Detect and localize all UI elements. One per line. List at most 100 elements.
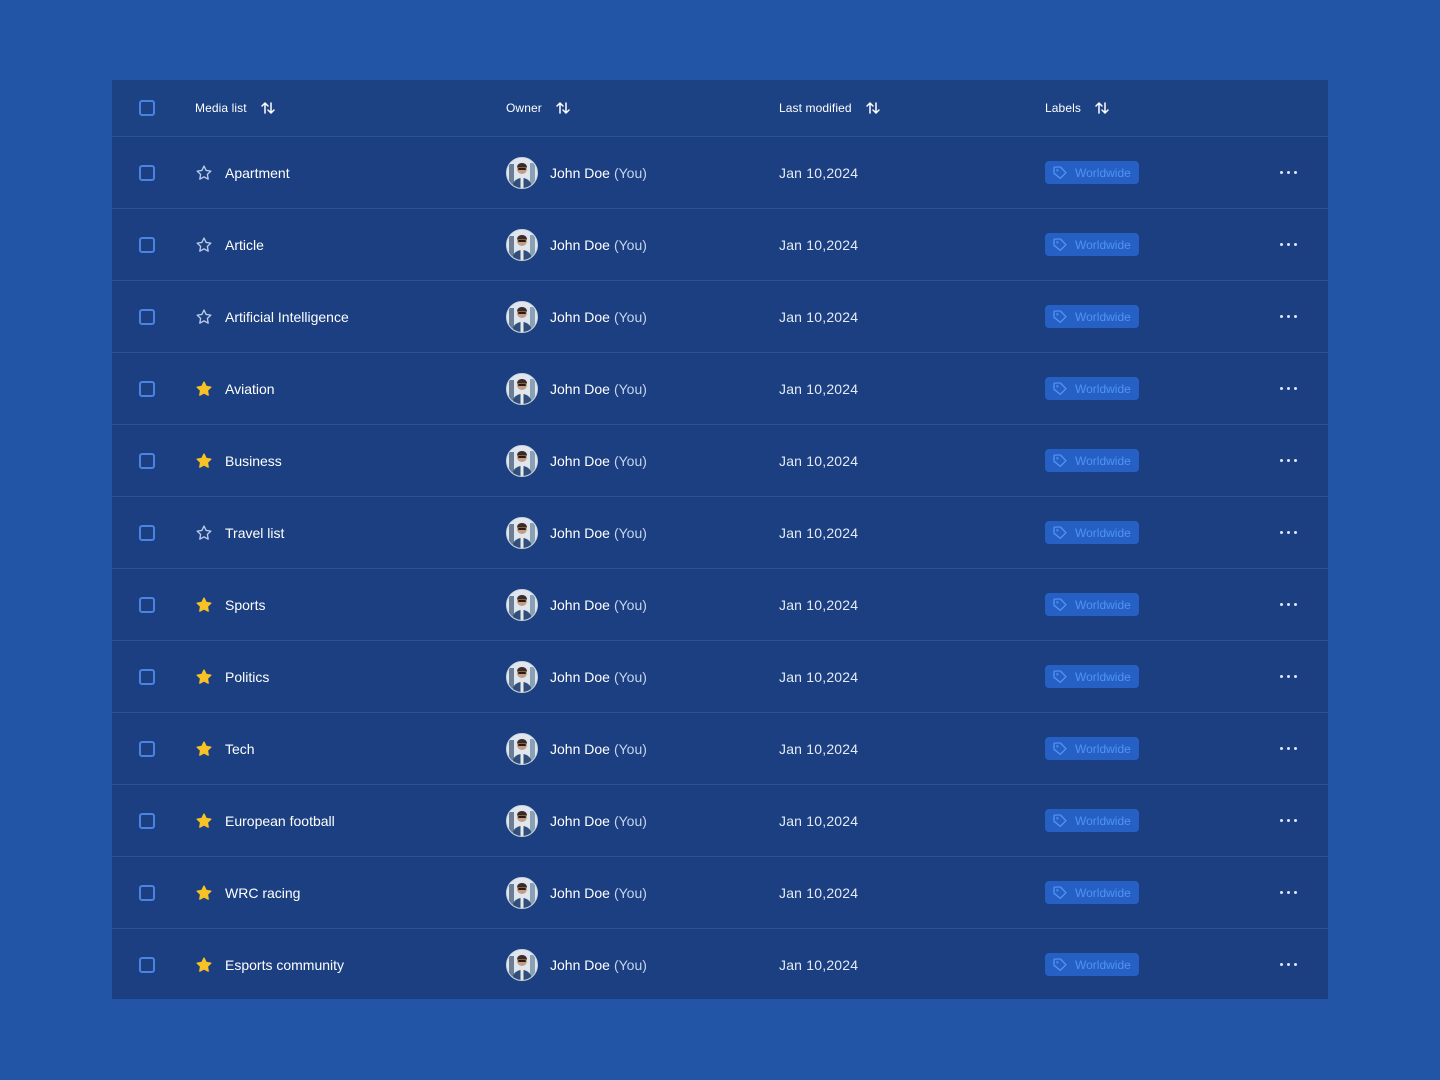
star-icon[interactable] bbox=[195, 740, 213, 758]
media-name[interactable]: Artificial Intelligence bbox=[225, 308, 349, 325]
more-options-icon[interactable] bbox=[1274, 669, 1303, 684]
sort-icon[interactable] bbox=[1094, 100, 1110, 116]
label-badge[interactable]: Worldwide bbox=[1045, 377, 1139, 400]
label-badge[interactable]: Worldwide bbox=[1045, 521, 1139, 544]
more-options-icon[interactable] bbox=[1274, 165, 1303, 180]
label-text: Worldwide bbox=[1075, 309, 1131, 324]
avatar bbox=[506, 228, 538, 261]
table-row[interactable]: Business John Doe (You) Jan 10,2024 bbox=[112, 424, 1328, 496]
column-labels[interactable]: Labels bbox=[1045, 80, 1110, 136]
label-text: Worldwide bbox=[1075, 237, 1131, 252]
label-badge[interactable]: Worldwide bbox=[1045, 233, 1139, 256]
row-checkbox[interactable] bbox=[139, 740, 155, 757]
label-badge[interactable]: Worldwide bbox=[1045, 953, 1139, 976]
label-badge[interactable]: Worldwide bbox=[1045, 161, 1139, 184]
avatar bbox=[506, 372, 538, 405]
table-row[interactable]: European football John Doe (You) Jan 10,2… bbox=[112, 784, 1328, 856]
more-options-icon[interactable] bbox=[1274, 237, 1303, 252]
media-name[interactable]: Sports bbox=[225, 596, 266, 613]
table-header: Media list Owner Last modified Labels bbox=[112, 80, 1328, 136]
media-name[interactable]: Aviation bbox=[225, 380, 275, 397]
star-icon[interactable] bbox=[195, 524, 213, 542]
column-media-list[interactable]: Media list bbox=[195, 80, 276, 136]
media-name[interactable]: Politics bbox=[225, 668, 270, 685]
media-name[interactable]: Esports community bbox=[225, 956, 345, 973]
more-options-icon[interactable] bbox=[1274, 309, 1303, 324]
more-options-icon[interactable] bbox=[1274, 381, 1303, 396]
table-row[interactable]: Aviation John Doe (You) Jan 10,2024 bbox=[112, 352, 1328, 424]
media-name[interactable]: Business bbox=[225, 452, 282, 469]
avatar bbox=[506, 516, 538, 549]
row-checkbox[interactable] bbox=[139, 236, 155, 253]
more-options-icon[interactable] bbox=[1274, 741, 1303, 756]
avatar bbox=[506, 156, 538, 189]
row-checkbox[interactable] bbox=[139, 668, 155, 685]
more-options-icon[interactable] bbox=[1274, 813, 1303, 828]
table-row[interactable]: Travel list John Doe (You) Jan 10,2024 bbox=[112, 496, 1328, 568]
column-owner[interactable]: Owner bbox=[506, 80, 571, 136]
media-name[interactable]: WRC racing bbox=[225, 884, 301, 901]
label-badge[interactable]: Worldwide bbox=[1045, 305, 1139, 328]
label-text: Worldwide bbox=[1075, 165, 1131, 180]
row-checkbox[interactable] bbox=[139, 884, 155, 901]
more-options-icon[interactable] bbox=[1274, 885, 1303, 900]
star-icon[interactable] bbox=[195, 236, 213, 254]
media-name[interactable]: Tech bbox=[225, 740, 255, 757]
label-text: Worldwide bbox=[1075, 885, 1131, 900]
tag-icon bbox=[1052, 453, 1068, 469]
star-icon[interactable] bbox=[195, 452, 213, 470]
row-checkbox[interactable] bbox=[139, 164, 155, 181]
owner-name: John Doe (You) bbox=[550, 956, 647, 973]
tag-icon bbox=[1052, 597, 1068, 613]
star-icon[interactable] bbox=[195, 596, 213, 614]
owner-name: John Doe (You) bbox=[550, 596, 647, 613]
label-badge[interactable]: Worldwide bbox=[1045, 881, 1139, 904]
label-badge[interactable]: Worldwide bbox=[1045, 449, 1139, 472]
label-badge[interactable]: Worldwide bbox=[1045, 593, 1139, 616]
row-checkbox[interactable] bbox=[139, 596, 155, 613]
table-row[interactable]: WRC racing John Doe (You) Jan 10,2024 bbox=[112, 856, 1328, 928]
media-name[interactable]: Article bbox=[225, 236, 264, 253]
label-badge[interactable]: Worldwide bbox=[1045, 665, 1139, 688]
more-options-icon[interactable] bbox=[1274, 957, 1303, 972]
more-options-icon[interactable] bbox=[1274, 525, 1303, 540]
star-icon[interactable] bbox=[195, 308, 213, 326]
last-modified-date: Jan 10,2024 bbox=[779, 380, 859, 397]
star-icon[interactable] bbox=[195, 668, 213, 686]
table-row[interactable]: Article John Doe (You) Jan 10,2024 bbox=[112, 208, 1328, 280]
label-badge[interactable]: Worldwide bbox=[1045, 737, 1139, 760]
column-last-modified[interactable]: Last modified bbox=[779, 80, 881, 136]
table-row[interactable]: Esports community John Doe (You) Jan 10,2… bbox=[112, 928, 1328, 1000]
star-icon[interactable] bbox=[195, 812, 213, 830]
table-row[interactable]: Artificial Intelligence John Doe (You) Ja… bbox=[112, 280, 1328, 352]
more-options-icon[interactable] bbox=[1274, 597, 1303, 612]
sort-icon[interactable] bbox=[260, 100, 276, 116]
last-modified-date: Jan 10,2024 bbox=[779, 524, 859, 541]
tag-icon bbox=[1052, 381, 1068, 397]
sort-icon[interactable] bbox=[555, 100, 571, 116]
star-icon[interactable] bbox=[195, 884, 213, 902]
row-checkbox[interactable] bbox=[139, 452, 155, 469]
table-row[interactable]: Apartment John Doe (You) Jan 10,2024 bbox=[112, 136, 1328, 208]
row-checkbox[interactable] bbox=[139, 812, 155, 829]
row-checkbox[interactable] bbox=[139, 956, 155, 973]
avatar bbox=[506, 732, 538, 765]
label-text: Worldwide bbox=[1075, 525, 1131, 540]
media-name[interactable]: European football bbox=[225, 812, 335, 829]
star-icon[interactable] bbox=[195, 164, 213, 182]
row-checkbox[interactable] bbox=[139, 380, 155, 397]
more-options-icon[interactable] bbox=[1274, 453, 1303, 468]
star-icon[interactable] bbox=[195, 956, 213, 974]
label-badge[interactable]: Worldwide bbox=[1045, 809, 1139, 832]
row-checkbox[interactable] bbox=[139, 524, 155, 541]
table-row[interactable]: Sports John Doe (You) Jan 10,2024 bbox=[112, 568, 1328, 640]
media-table: Media list Owner Last modified Labels bbox=[112, 80, 1328, 999]
select-all-checkbox[interactable] bbox=[139, 100, 155, 116]
media-name[interactable]: Travel list bbox=[225, 524, 285, 541]
star-icon[interactable] bbox=[195, 380, 213, 398]
row-checkbox[interactable] bbox=[139, 308, 155, 325]
media-name[interactable]: Apartment bbox=[225, 164, 290, 181]
table-row[interactable]: Tech John Doe (You) Jan 10,2024 bbox=[112, 712, 1328, 784]
sort-icon[interactable] bbox=[865, 100, 881, 116]
table-row[interactable]: Politics John Doe (You) Jan 10,2024 bbox=[112, 640, 1328, 712]
